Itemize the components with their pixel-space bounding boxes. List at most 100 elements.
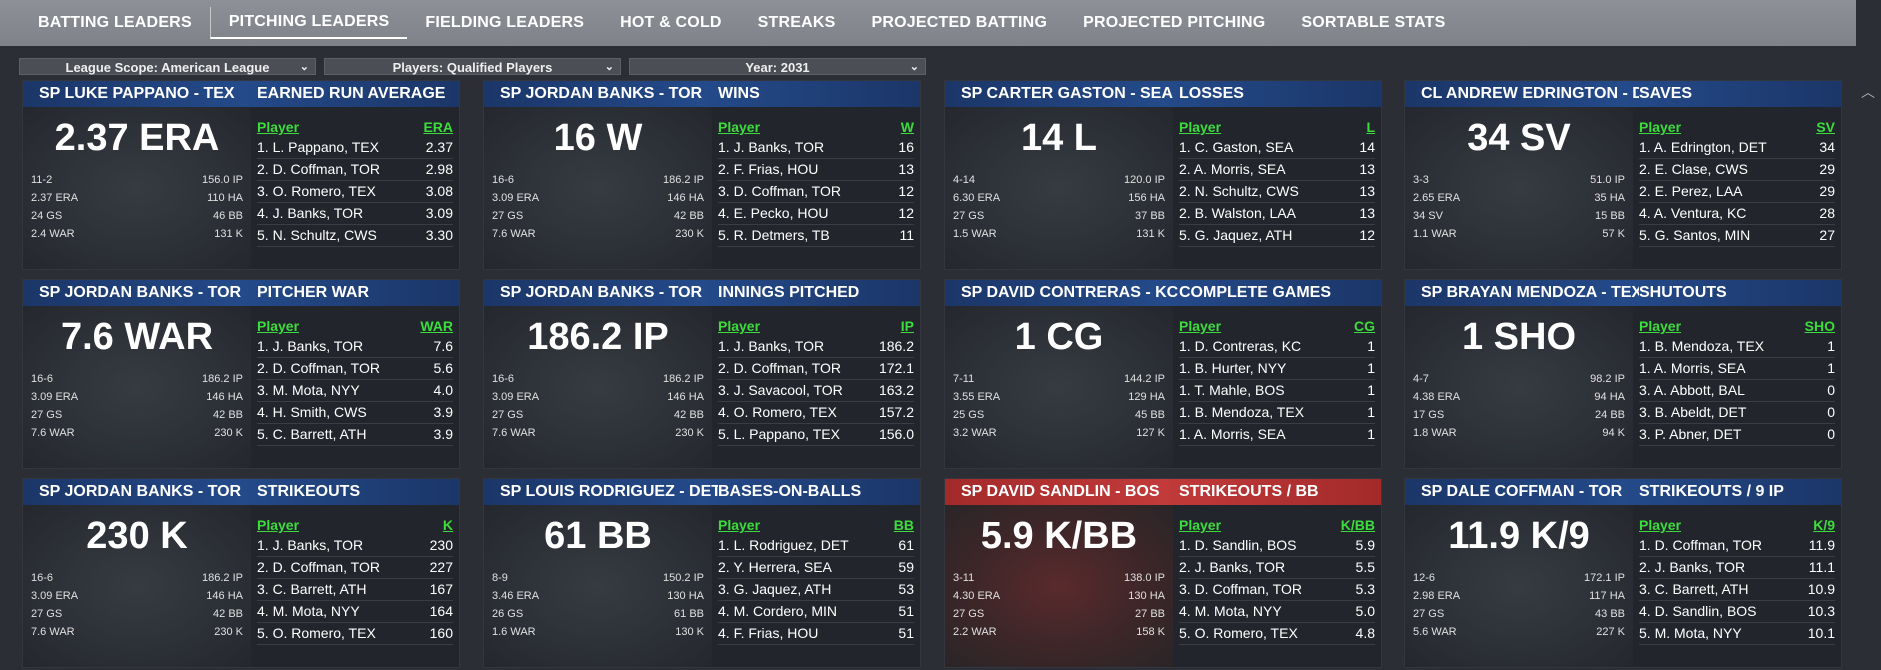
leader-name[interactable]: 1. A. Morris, SEA: [1639, 360, 1746, 376]
tab-hot-cold[interactable]: HOT & COLD: [620, 14, 722, 31]
list-item[interactable]: 4. M. Mota, NYY 5.0: [1179, 601, 1375, 623]
leader-name[interactable]: 2. F. Frias, HOU: [718, 161, 819, 177]
leader-name[interactable]: 2. D. Coffman, TOR: [257, 360, 380, 376]
list-item[interactable]: 5. N. Schultz, CWS 3.30: [257, 225, 453, 247]
leader-name[interactable]: 5. L. Pappano, TEX: [718, 426, 840, 442]
list-item[interactable]: 5. G. Santos, MIN 27: [1639, 225, 1835, 247]
list-item[interactable]: 1. J. Banks, TOR 186.2: [718, 336, 914, 358]
list-item[interactable]: 2. D. Coffman, TOR 2.98: [257, 159, 453, 181]
list-item[interactable]: 5. G. Jaquez, ATH 12: [1179, 225, 1375, 247]
tab-batting-leaders[interactable]: BATTING LEADERS: [38, 14, 192, 31]
player-column-header[interactable]: Player: [718, 517, 761, 533]
player-column-header[interactable]: Player: [257, 318, 300, 334]
list-item[interactable]: 2. B. Walston, LAA 13: [1179, 203, 1375, 225]
list-item[interactable]: 3. G. Jaquez, ATH 53: [718, 579, 914, 601]
leader-name[interactable]: 5. N. Schultz, CWS: [257, 227, 377, 243]
leader-name[interactable]: 3. C. Barrett, ATH: [257, 581, 367, 597]
leader-name[interactable]: 3. D. Coffman, TOR: [718, 183, 841, 199]
leader-name[interactable]: 3. G. Jaquez, ATH: [718, 581, 832, 597]
stat-column-header[interactable]: CG: [1354, 318, 1375, 334]
list-item[interactable]: 5. O. Romero, TEX 160: [257, 623, 453, 645]
tab-pitching-leaders[interactable]: PITCHING LEADERS: [209, 7, 408, 39]
stat-column-header[interactable]: K/BB: [1340, 517, 1375, 533]
list-item[interactable]: 1. A. Morris, SEA 1: [1639, 358, 1835, 380]
leader-name[interactable]: 3. J. Savacool, TOR: [718, 382, 843, 398]
list-item[interactable]: 3. O. Romero, TEX 3.08: [257, 181, 453, 203]
list-item[interactable]: 4. O. Romero, TEX 157.2: [718, 402, 914, 424]
leader-name[interactable]: 4. M. Cordero, MIN: [718, 603, 838, 619]
leader-name[interactable]: 3. B. Abeldt, DET: [1639, 404, 1747, 420]
card-player-name[interactable]: SP CARTER GASTON - SEA: [961, 85, 1173, 102]
leader-name[interactable]: 2. Y. Herrera, SEA: [718, 559, 832, 575]
leader-name[interactable]: 2. D. Coffman, TOR: [718, 360, 841, 376]
list-item[interactable]: 1. D. Sandlin, BOS 5.9: [1179, 535, 1375, 557]
leader-name[interactable]: 1. J. Banks, TOR: [257, 338, 364, 354]
card-player-name[interactable]: SP DAVID CONTRERAS - KC: [961, 284, 1179, 301]
leader-name[interactable]: 5. M. Mota, NYY: [1639, 625, 1742, 641]
leader-name[interactable]: 1. T. Mahle, BOS: [1179, 382, 1285, 398]
leader-name[interactable]: 1. D. Contreras, KC: [1179, 338, 1302, 354]
list-item[interactable]: 5. L. Pappano, TEX 156.0: [718, 424, 914, 446]
list-item[interactable]: 1. B. Mendoza, TEX 1: [1639, 336, 1835, 358]
leader-name[interactable]: 1. L. Rodriguez, DET: [718, 537, 849, 553]
leader-name[interactable]: 2. A. Morris, SEA: [1179, 161, 1286, 177]
leader-name[interactable]: 2. B. Walston, LAA: [1179, 205, 1296, 221]
list-item[interactable]: 1. B. Mendoza, TEX 1: [1179, 402, 1375, 424]
list-item[interactable]: 2. J. Banks, TOR 11.1: [1639, 557, 1835, 579]
list-item[interactable]: 4. A. Ventura, KC 28: [1639, 203, 1835, 225]
list-item[interactable]: 2. E. Clase, CWS 29: [1639, 159, 1835, 181]
leader-name[interactable]: 4. J. Banks, TOR: [257, 205, 364, 221]
list-item[interactable]: 2. A. Morris, SEA 13: [1179, 159, 1375, 181]
list-item[interactable]: 3. D. Coffman, TOR 5.3: [1179, 579, 1375, 601]
player-column-header[interactable]: Player: [1179, 517, 1222, 533]
leader-name[interactable]: 3. P. Abner, DET: [1639, 426, 1742, 442]
player-column-header[interactable]: Player: [1639, 119, 1682, 135]
player-column-header[interactable]: Player: [1179, 318, 1222, 334]
stat-column-header[interactable]: K/9: [1813, 517, 1835, 533]
list-item[interactable]: 3. J. Savacool, TOR 163.2: [718, 380, 914, 402]
leader-name[interactable]: 1. J. Banks, TOR: [718, 338, 825, 354]
list-item[interactable]: 1. J. Banks, TOR 7.6: [257, 336, 453, 358]
league-scope-dropdown[interactable]: League Scope: American League ⌄: [19, 58, 316, 75]
list-item[interactable]: 1. J. Banks, TOR 230: [257, 535, 453, 557]
leader-name[interactable]: 2. N. Schultz, CWS: [1179, 183, 1299, 199]
leader-name[interactable]: 4. H. Smith, CWS: [257, 404, 367, 420]
leader-name[interactable]: 4. A. Ventura, KC: [1639, 205, 1747, 221]
leader-name[interactable]: 2. J. Banks, TOR: [1639, 559, 1746, 575]
leader-name[interactable]: 5. C. Barrett, ATH: [257, 426, 367, 442]
leader-name[interactable]: 2. E. Clase, CWS: [1639, 161, 1748, 177]
player-column-header[interactable]: Player: [257, 119, 300, 135]
leader-name[interactable]: 1. J. Banks, TOR: [257, 537, 364, 553]
list-item[interactable]: 5. O. Romero, TEX 4.8: [1179, 623, 1375, 645]
tab-projected-batting[interactable]: PROJECTED BATTING: [871, 14, 1048, 31]
list-item[interactable]: 2. F. Frias, HOU 13: [718, 159, 914, 181]
leader-name[interactable]: 4. O. Romero, TEX: [718, 404, 837, 420]
tab-fielding-leaders[interactable]: FIELDING LEADERS: [425, 14, 585, 31]
leader-name[interactable]: 1. C. Gaston, SEA: [1179, 139, 1294, 155]
player-column-header[interactable]: Player: [1179, 119, 1222, 135]
leader-name[interactable]: 2. D. Coffman, TOR: [257, 559, 380, 575]
leader-name[interactable]: 1. L. Pappano, TEX: [257, 139, 379, 155]
leader-name[interactable]: 1. A. Edrington, DET: [1639, 139, 1767, 155]
list-item[interactable]: 2. J. Banks, TOR 5.5: [1179, 557, 1375, 579]
stat-column-header[interactable]: L: [1366, 119, 1375, 135]
leader-name[interactable]: 5. R. Detmers, TB: [718, 227, 830, 243]
leader-name[interactable]: 3. C. Barrett, ATH: [1639, 581, 1749, 597]
list-item[interactable]: 2. D. Coffman, TOR 5.6: [257, 358, 453, 380]
list-item[interactable]: 3. P. Abner, DET 0: [1639, 424, 1835, 446]
card-player-name[interactable]: SP LUKE PAPPANO - TEX: [39, 85, 235, 102]
list-item[interactable]: 5. C. Barrett, ATH 3.9: [257, 424, 453, 446]
stat-column-header[interactable]: BB: [893, 517, 914, 533]
leader-name[interactable]: 4. F. Frias, HOU: [718, 625, 819, 641]
card-player-name[interactable]: SP JORDAN BANKS - TOR: [500, 284, 703, 301]
list-item[interactable]: 3. B. Abeldt, DET 0: [1639, 402, 1835, 424]
leader-name[interactable]: 3. M. Mota, NYY: [257, 382, 360, 398]
leader-name[interactable]: 1. D. Coffman, TOR: [1639, 537, 1762, 553]
player-column-header[interactable]: Player: [718, 119, 761, 135]
leader-name[interactable]: 2. E. Perez, LAA: [1639, 183, 1743, 199]
player-column-header[interactable]: Player: [257, 517, 300, 533]
scroll-up-icon[interactable]: ︿: [1861, 84, 1875, 100]
card-player-name[interactable]: SP JORDAN BANKS - TOR: [500, 85, 703, 102]
list-item[interactable]: 2. N. Schultz, CWS 13: [1179, 181, 1375, 203]
stat-column-header[interactable]: ERA: [423, 119, 453, 135]
